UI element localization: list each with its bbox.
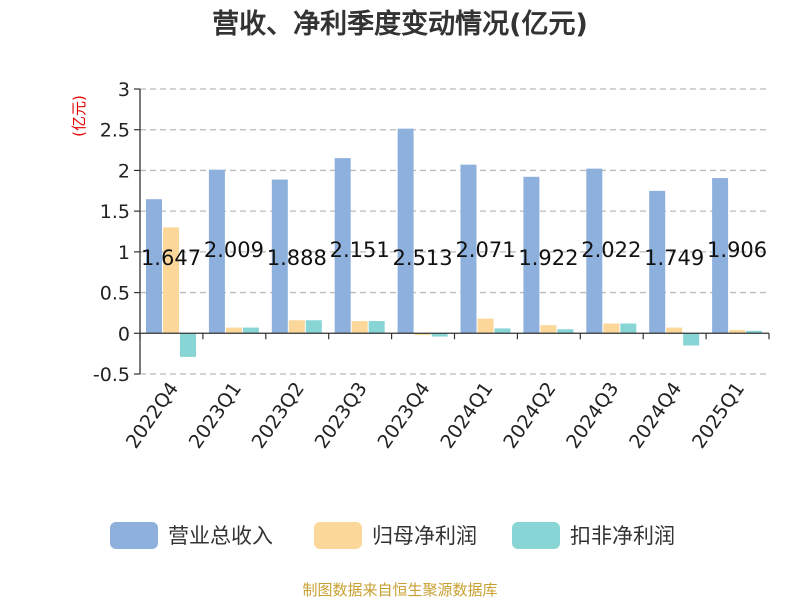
data-label: 1.888 [267,246,327,270]
legend-swatch [314,522,362,549]
bar-series3 [746,330,763,334]
bar-series3 [557,329,574,334]
legend-label: 归母净利润 [372,524,477,548]
data-labels: 1.647 2.009 1.888 2.151 2.513 2.071 1.922 2.022… [141,238,767,270]
legend-label: 营业总收入 [168,524,273,548]
bar-series1 [146,199,162,334]
y-tick-label: -0.5 [93,364,130,386]
bar-series2 [163,227,179,334]
bar-series3 [242,327,259,334]
y-tick-label: 0.5 [100,283,130,305]
x-tick-label: 2023Q3 [311,378,372,452]
bar-series3 [368,321,385,334]
bar-series2 [477,318,494,334]
y-tick-label: 2.5 [100,120,130,142]
x-tick-label: 2023Q4 [373,378,434,452]
bar-series1 [271,179,288,334]
bar-series1 [649,190,666,334]
x-tick-label: 2024Q1 [436,378,497,452]
bar-series3 [620,323,637,334]
bar-series1 [523,176,540,334]
y-tick-label: 1.5 [100,201,130,223]
y-tick-label: 2 [118,160,130,182]
chart-title: 营收、净利季度变动情况(亿元) [212,8,588,40]
source-note: 制图数据来自恒生聚源数据库 [302,581,497,599]
bar-series3 [494,328,511,334]
bar-series1 [460,164,477,334]
data-label: 2.022 [581,238,641,262]
legend: 营业总收入 归母净利润 扣非净利润 [110,522,675,549]
y-tick-label: 0 [118,323,130,345]
legend-swatch [512,522,560,549]
y-tick-label: 3 [118,79,130,101]
grid-lines [140,88,769,375]
y-axis-unit: (亿元) [70,95,88,137]
x-tick-label: 2023Q2 [248,378,309,452]
legend-swatch [110,522,158,549]
bar-series2 [729,330,746,334]
bar-series1 [208,169,225,334]
x-tick-label: 2025Q1 [688,378,749,452]
data-label: 2.151 [330,238,390,262]
bar-series1 [712,178,729,334]
data-label: 1.922 [518,246,578,270]
y-tick-label: 1 [118,242,130,264]
bar-series3 [683,333,700,346]
data-label: 1.906 [707,238,767,262]
x-tick-label: 2022Q4 [122,378,183,452]
x-tick-label: 2024Q2 [499,378,560,452]
data-label: 2.009 [204,238,264,262]
bar-series1 [586,168,603,334]
bar-series2 [414,333,431,335]
data-label: 1.749 [644,246,704,270]
data-label: 1.647 [141,246,201,270]
bar-series3 [305,320,322,334]
bar-series2 [666,327,683,334]
bars [146,128,763,357]
x-tick-label: 2024Q3 [562,378,623,452]
axes [134,88,770,375]
x-tick-label: 2023Q1 [185,378,246,452]
bar-series2 [225,327,242,334]
bar-series1 [397,128,414,334]
bar-series2 [351,321,368,334]
bar-series2 [540,325,557,334]
data-label: 2.071 [455,238,515,262]
x-tick-label: 2024Q4 [625,378,686,452]
data-label: 2.513 [393,246,453,270]
legend-label: 扣非净利润 [570,524,675,548]
bar-series3 [180,333,196,357]
bar-series2 [288,320,305,334]
x-tick-labels: 2022Q4 2023Q1 2023Q2 2023Q3 2023Q4 2024Q1 2024… [122,378,749,452]
bar-series1 [334,158,351,334]
bar-series2 [603,323,620,334]
y-tick-labels: 3 2.5 2 1.5 1 0.5 0 -0.5 [93,79,130,386]
bar-series3 [431,333,448,337]
